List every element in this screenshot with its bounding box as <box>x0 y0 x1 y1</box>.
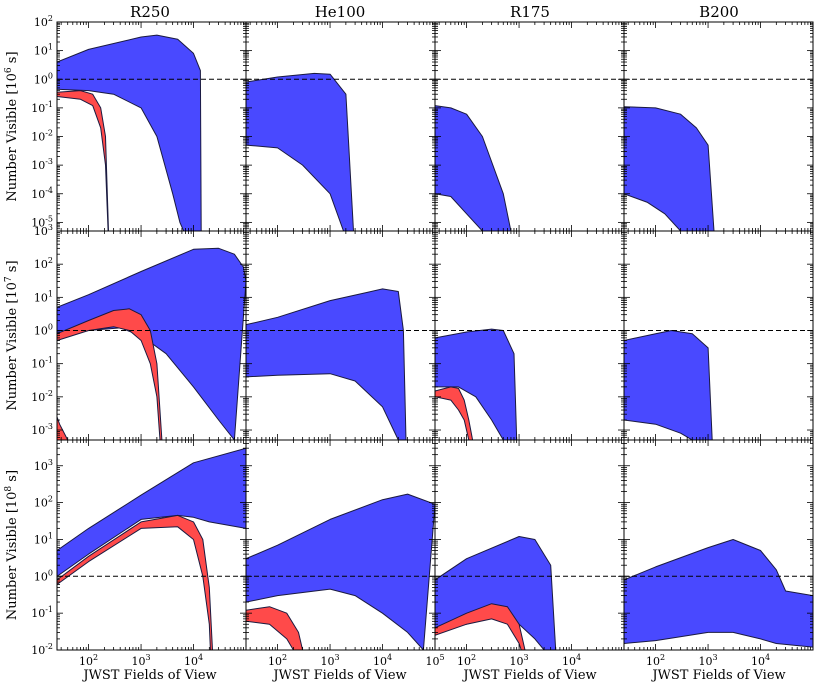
y-tick-label: 100 <box>34 568 53 583</box>
x-tick-label: 104 <box>751 653 770 668</box>
y-axis-label: Number Visible [107 s] <box>4 260 20 410</box>
y-tick-label: 103 <box>34 223 53 238</box>
panel-0-2 <box>434 21 625 232</box>
panel-1-1 <box>245 230 436 441</box>
red-band-series <box>246 606 304 650</box>
red-band-series <box>57 308 163 440</box>
y-axis-label: Number Visible [108 s] <box>4 470 20 620</box>
x-tick-label: 105 <box>425 653 444 668</box>
y-tick-label: 101 <box>34 289 53 304</box>
panel-2-2: 102 103 104 <box>434 439 625 668</box>
plot-area <box>246 72 354 231</box>
panel-2-3: 102 103 104 <box>623 439 814 668</box>
blue-band-series <box>624 106 715 231</box>
plot-area <box>435 328 518 440</box>
plot-area <box>246 288 407 440</box>
red-band-series <box>57 90 109 231</box>
y-tick-label: 102 <box>34 256 53 271</box>
plot-area <box>435 105 512 231</box>
x-tick-label: 103 <box>132 653 151 668</box>
blue-band-series <box>624 539 813 648</box>
red-band-series <box>435 386 474 440</box>
y-tick-label: 102 <box>34 14 53 29</box>
x-tick-label: 103 <box>699 653 718 668</box>
blue-band-series <box>624 330 713 440</box>
blue-band-series <box>57 34 202 231</box>
blue-band-series <box>435 536 557 650</box>
plot-area <box>57 247 246 440</box>
plot-area <box>624 330 713 440</box>
x-tick-label: 104 <box>373 653 392 668</box>
y-tick-label: 10-1 <box>31 100 53 115</box>
blue-band-series <box>246 288 407 440</box>
panel-1-2 <box>434 230 625 441</box>
y-axis-label: Number Visible [106 s] <box>4 51 20 201</box>
panel-1-0: 10-3 10-2 10-1 100 101 102 103 Number Visible [… <box>4 223 247 441</box>
y-tick-label: 102 <box>34 495 53 510</box>
blue-band-series <box>57 247 246 440</box>
y-tick-label: 103 <box>34 458 53 473</box>
y-tick-label: 100 <box>34 323 53 338</box>
blue-band-series <box>435 105 512 231</box>
y-tick-label: 10-4 <box>31 186 53 201</box>
panel-2-0: 10-2 10-1 100 101 102 103 102 103 104 Number Visi… <box>4 439 247 668</box>
y-tick-label: 10-1 <box>31 356 53 371</box>
x-tick-label: 103 <box>321 653 340 668</box>
y-tick-label: 10-2 <box>31 389 53 404</box>
y-tick-label: 101 <box>34 531 53 546</box>
blue-band-series <box>435 328 518 440</box>
panel-0-0: 10-5 10-4 10-3 10-2 10-1 100 101 102 Number Visi… <box>4 14 247 232</box>
x-axis-label: JWST Fields of View <box>271 668 406 683</box>
blue-band-series <box>246 72 354 231</box>
plot-area <box>435 536 557 650</box>
x-axis-label: JWST Fields of View <box>81 668 216 683</box>
blue-band-series <box>246 493 435 650</box>
plot-area <box>624 539 813 648</box>
y-tick-label: 10-2 <box>31 129 53 144</box>
x-tick-label: 102 <box>646 653 665 668</box>
red-band-series <box>57 514 213 650</box>
y-tick-label: 10-3 <box>31 157 53 172</box>
red-band-series <box>57 416 69 440</box>
x-tick-label: 102 <box>457 653 476 668</box>
column-title-he100: He100 <box>315 3 366 21</box>
x-tick-label: 102 <box>268 653 287 668</box>
panel-0-3 <box>623 21 814 232</box>
x-tick-label: 104 <box>184 653 203 668</box>
y-tick-label: 10-5 <box>31 214 53 229</box>
plot-area <box>246 493 435 650</box>
column-title-b200: B200 <box>699 3 739 21</box>
y-tick-label: 101 <box>34 43 53 58</box>
plot-area <box>57 34 202 231</box>
column-title-r250: R250 <box>130 3 170 21</box>
panel-grid: 10-5 10-4 10-3 10-2 10-1 100 101 102 Number Visi… <box>4 14 814 668</box>
panel-2-1: 102 103 104 105 <box>245 439 445 668</box>
x-tick-label: 102 <box>79 653 98 668</box>
x-tick-label: 103 <box>510 653 529 668</box>
panel-0-1 <box>245 21 436 232</box>
plot-area <box>57 447 246 650</box>
panel-1-3 <box>623 230 814 441</box>
column-title-r175: R175 <box>510 3 550 21</box>
y-tick-label: 100 <box>34 71 53 86</box>
y-tick-label: 10-2 <box>31 642 53 657</box>
x-axis-label: JWST Fields of View <box>461 668 596 683</box>
y-tick-label: 10-3 <box>31 422 53 437</box>
x-axis-label: JWST Fields of View <box>650 668 785 683</box>
red-band-series <box>435 603 526 650</box>
blue-band-series <box>57 447 246 577</box>
y-tick-label: 10-1 <box>31 605 53 620</box>
plot-area <box>624 106 715 231</box>
x-tick-label: 104 <box>562 653 581 668</box>
